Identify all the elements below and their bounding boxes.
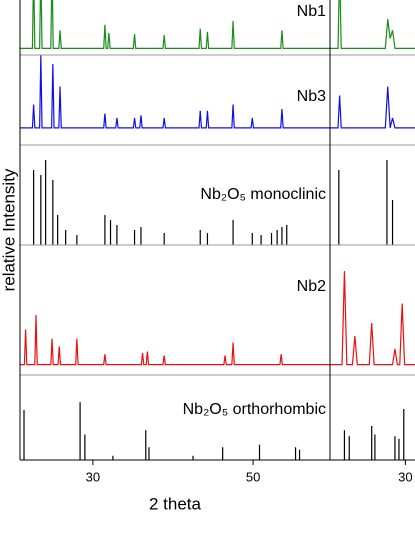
panel xyxy=(20,55,330,129)
pattern-line xyxy=(330,86,415,129)
x-tick-label: 30 xyxy=(86,469,100,484)
pattern-line xyxy=(20,315,330,366)
panel xyxy=(20,0,330,49)
pattern-label: Nb₂O₅ monoclinic xyxy=(200,186,326,203)
panel xyxy=(343,409,405,460)
pattern-line xyxy=(20,0,330,49)
y-axis-title: relative Intensity xyxy=(0,168,18,291)
pattern-label: Nb3 xyxy=(297,88,326,105)
panel xyxy=(23,402,301,460)
pattern-label: Nb₂O₅ orthorhombic xyxy=(183,401,326,418)
x-tick-label: 30 xyxy=(398,469,412,484)
pattern-label: Nb2 xyxy=(297,278,326,295)
panel xyxy=(33,160,288,245)
pattern-line xyxy=(330,0,415,49)
panel xyxy=(338,160,394,245)
panel xyxy=(330,0,415,49)
panel xyxy=(330,270,415,366)
pattern-line xyxy=(330,270,415,366)
panel xyxy=(330,86,415,129)
panel xyxy=(20,315,330,366)
x-tick-label: 50 xyxy=(246,469,260,484)
pattern-label: Nb1 xyxy=(297,3,326,20)
pattern-line xyxy=(20,55,330,129)
x-axis-title: 2 theta xyxy=(149,494,202,513)
